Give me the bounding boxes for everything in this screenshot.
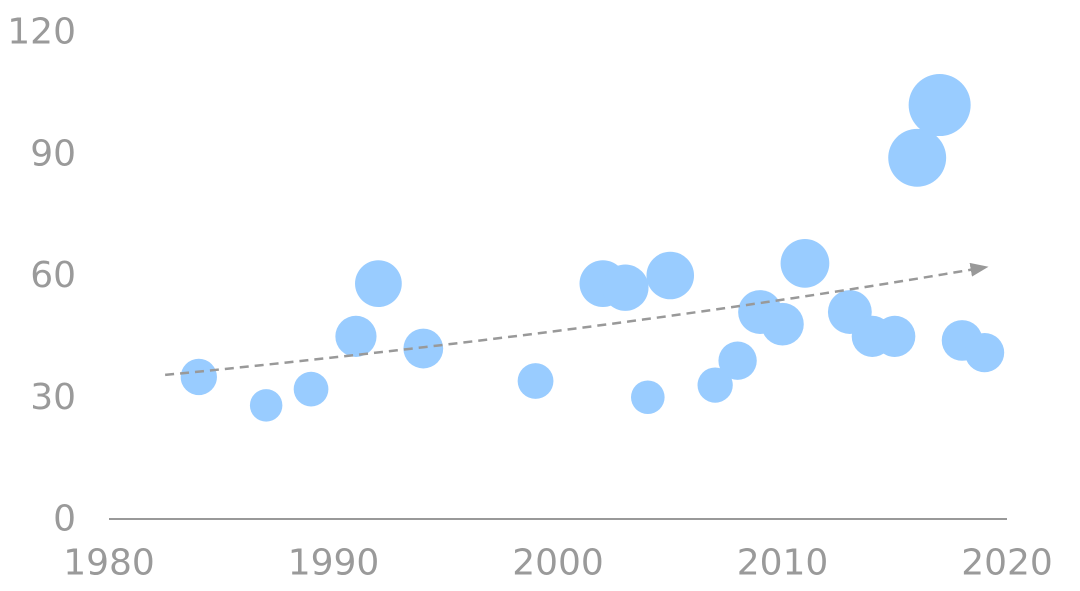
bubble-point [888, 128, 947, 187]
bubble-point [249, 389, 283, 422]
x-tick-label: 2020 [961, 543, 1053, 584]
bubble-point [403, 328, 444, 369]
bubble-point [180, 358, 217, 396]
y-tick-label: 0 [53, 499, 76, 540]
x-tick-label: 2010 [737, 543, 829, 584]
bubble-point [780, 238, 830, 288]
y-tick-label: 30 [30, 377, 76, 418]
bubble-point [718, 341, 757, 380]
x-tick-label: 2000 [512, 543, 604, 584]
bubble-point [874, 315, 916, 357]
x-tick-label: 1980 [63, 543, 155, 584]
bubble-point [964, 332, 1005, 373]
x-tick-label: 1990 [288, 543, 380, 584]
bubbles-layer [180, 74, 1005, 422]
trendline-layer [165, 262, 989, 377]
bubble-point [355, 260, 402, 307]
y-tick-label: 120 [7, 12, 76, 53]
y-tick-label: 90 [30, 133, 76, 174]
bubble-point [908, 74, 971, 137]
bubble-point [517, 363, 554, 399]
tick-labels-layer: 0 30 60 90 120 1980 1990 2000 2010 2020 [7, 12, 1053, 584]
bubble-point [335, 315, 377, 357]
bubble-point [646, 251, 695, 300]
bubble-point [761, 302, 804, 346]
bubble-point [293, 371, 329, 407]
bubble-point [602, 264, 649, 311]
trendline [165, 262, 989, 377]
y-tick-label: 60 [30, 255, 76, 296]
bubble-point [697, 367, 733, 403]
bubble-point [630, 380, 665, 415]
